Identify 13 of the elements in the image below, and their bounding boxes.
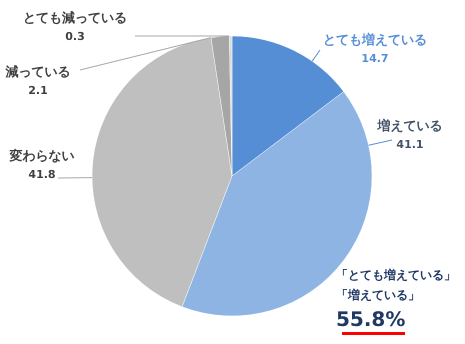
data-label: 41.1 bbox=[396, 138, 424, 151]
slice-label: とても減っている bbox=[23, 11, 127, 26]
text: 55.8% bbox=[336, 307, 406, 331]
slice-label: 変わらない bbox=[8, 148, 74, 164]
data-label: 2.1 bbox=[28, 84, 48, 97]
slice-label: とても増えている bbox=[323, 32, 427, 48]
text: 「増えている」 bbox=[336, 288, 420, 302]
text: 「とても増えている」 bbox=[336, 268, 456, 282]
slice-label: 減っている bbox=[4, 65, 70, 80]
slice-label: 増えている bbox=[376, 118, 442, 134]
data-label: 0.3 bbox=[65, 30, 85, 43]
data-label: 14.7 bbox=[361, 52, 389, 65]
data-label: 41.8 bbox=[28, 168, 56, 181]
